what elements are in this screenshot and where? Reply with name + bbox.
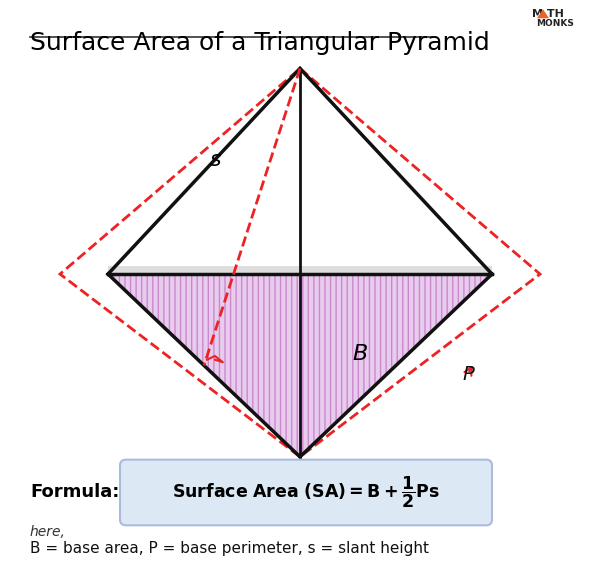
Text: s: s	[210, 150, 222, 170]
Text: M TH: M TH	[532, 9, 563, 19]
Polygon shape	[108, 266, 492, 274]
Text: MONKS: MONKS	[536, 19, 574, 28]
Text: B: B	[352, 344, 368, 364]
Text: here,: here,	[30, 525, 66, 539]
Text: B = base area, P = base perimeter, s = slant height: B = base area, P = base perimeter, s = s…	[30, 541, 429, 556]
FancyBboxPatch shape	[120, 460, 492, 525]
Text: Formula:: Formula:	[30, 483, 119, 501]
Text: Surface Area of a Triangular Pyramid: Surface Area of a Triangular Pyramid	[30, 31, 490, 55]
Polygon shape	[537, 9, 549, 18]
Polygon shape	[108, 274, 492, 457]
Text: P: P	[462, 364, 474, 384]
Text: $\mathbf{Surface\ Area\ (SA) = B + \dfrac{1}{2}Ps}$: $\mathbf{Surface\ Area\ (SA) = B + \dfra…	[172, 475, 440, 510]
